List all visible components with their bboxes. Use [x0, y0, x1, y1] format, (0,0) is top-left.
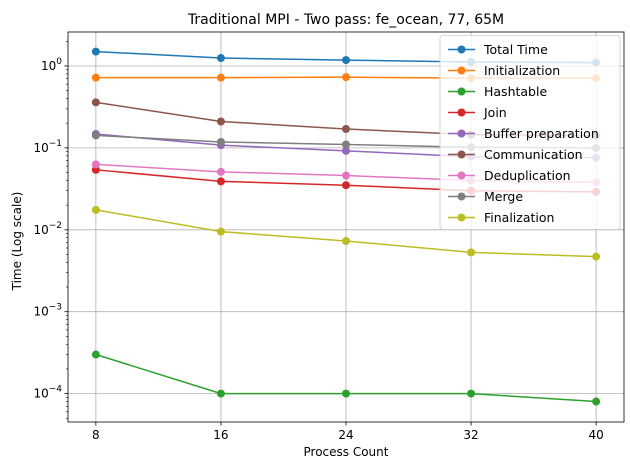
legend-label: Join: [483, 105, 507, 120]
data-point: [216, 227, 225, 236]
data-point: [216, 177, 225, 186]
data-point: [91, 73, 100, 82]
data-point: [91, 350, 100, 359]
data-point: [342, 171, 350, 180]
legend-label: Finalization: [484, 210, 554, 225]
legend-item-buffer-preparation: Buffer preparation: [448, 126, 599, 141]
series-finalization: [91, 205, 601, 261]
legend-swatch-marker: [457, 66, 466, 75]
x-tick-label: 40: [588, 428, 603, 442]
y-tick-label: 10−4: [33, 385, 62, 401]
y-tick-label: 100: [41, 57, 62, 73]
data-point: [592, 397, 601, 406]
y-axis-ticks: 10−4 10−3 10−2 10−1 100: [33, 41, 68, 419]
data-point: [342, 140, 350, 149]
data-point: [342, 236, 350, 245]
legend-item-join: Join: [448, 105, 507, 120]
legend-swatch-marker: [457, 150, 466, 159]
data-point: [91, 165, 100, 174]
data-point: [216, 73, 225, 82]
legend: Total Time Initialization Hashtable Join Buf…: [439, 35, 621, 230]
data-point: [342, 181, 350, 190]
y-tick-label: 10−2: [33, 221, 62, 237]
data-point: [216, 138, 225, 147]
x-tick-label: 32: [463, 428, 478, 442]
data-point: [91, 205, 100, 214]
legend-swatch-marker: [457, 108, 466, 117]
legend-swatch-marker: [457, 192, 466, 201]
data-point: [91, 160, 100, 169]
x-axis-ticks: 8 16 24 32 40: [92, 422, 604, 442]
data-point: [342, 146, 350, 155]
legend-box: [439, 35, 621, 230]
legend-label: Total Time: [483, 42, 548, 57]
legend-item-deduplication: Deduplication: [448, 168, 571, 183]
legend-item-total-time: Total Time: [448, 42, 548, 57]
data-point: [467, 248, 476, 257]
chart-title: Traditional MPI - Two pass: fe_ocean, 77…: [187, 12, 504, 28]
legend-item-communication: Communication: [448, 147, 583, 162]
legend-label: Buffer preparation: [484, 126, 599, 141]
legend-swatch-marker: [457, 87, 466, 96]
legend-swatch-marker: [457, 171, 466, 180]
x-tick-label: 16: [213, 428, 228, 442]
legend-label: Deduplication: [484, 168, 571, 183]
data-point: [216, 117, 225, 126]
data-point: [467, 389, 476, 398]
y-axis-label: Time (Log scale): [10, 192, 24, 292]
data-point: [342, 389, 350, 398]
data-point: [342, 56, 350, 65]
legend-item-finalization: Finalization: [448, 210, 554, 225]
legend-item-initialization: Initialization: [448, 63, 560, 78]
legend-item-hashtable: Hashtable: [448, 84, 547, 99]
y-tick-label: 10−3: [33, 303, 62, 319]
data-point: [216, 54, 225, 63]
data-point: [342, 73, 350, 82]
data-point: [91, 131, 100, 140]
data-point: [91, 98, 100, 107]
y-tick-label: 10−1: [33, 139, 62, 155]
legend-label: Initialization: [484, 63, 560, 78]
legend-swatch-marker: [457, 129, 466, 138]
data-point: [91, 47, 100, 56]
legend-label: Hashtable: [484, 84, 547, 99]
legend-swatch-marker: [457, 213, 466, 222]
legend-label: Merge: [484, 189, 523, 204]
data-point: [216, 167, 225, 176]
legend-swatch-marker: [457, 45, 466, 54]
x-axis-label: Process Count: [304, 445, 389, 459]
x-tick-label: 8: [92, 428, 100, 442]
x-tick-label: 24: [338, 428, 353, 442]
data-point: [592, 252, 601, 261]
data-point: [216, 389, 225, 398]
legend-label: Communication: [484, 147, 583, 162]
data-point: [342, 125, 350, 134]
legend-item-merge: Merge: [448, 189, 523, 204]
series-hashtable: [91, 350, 601, 406]
